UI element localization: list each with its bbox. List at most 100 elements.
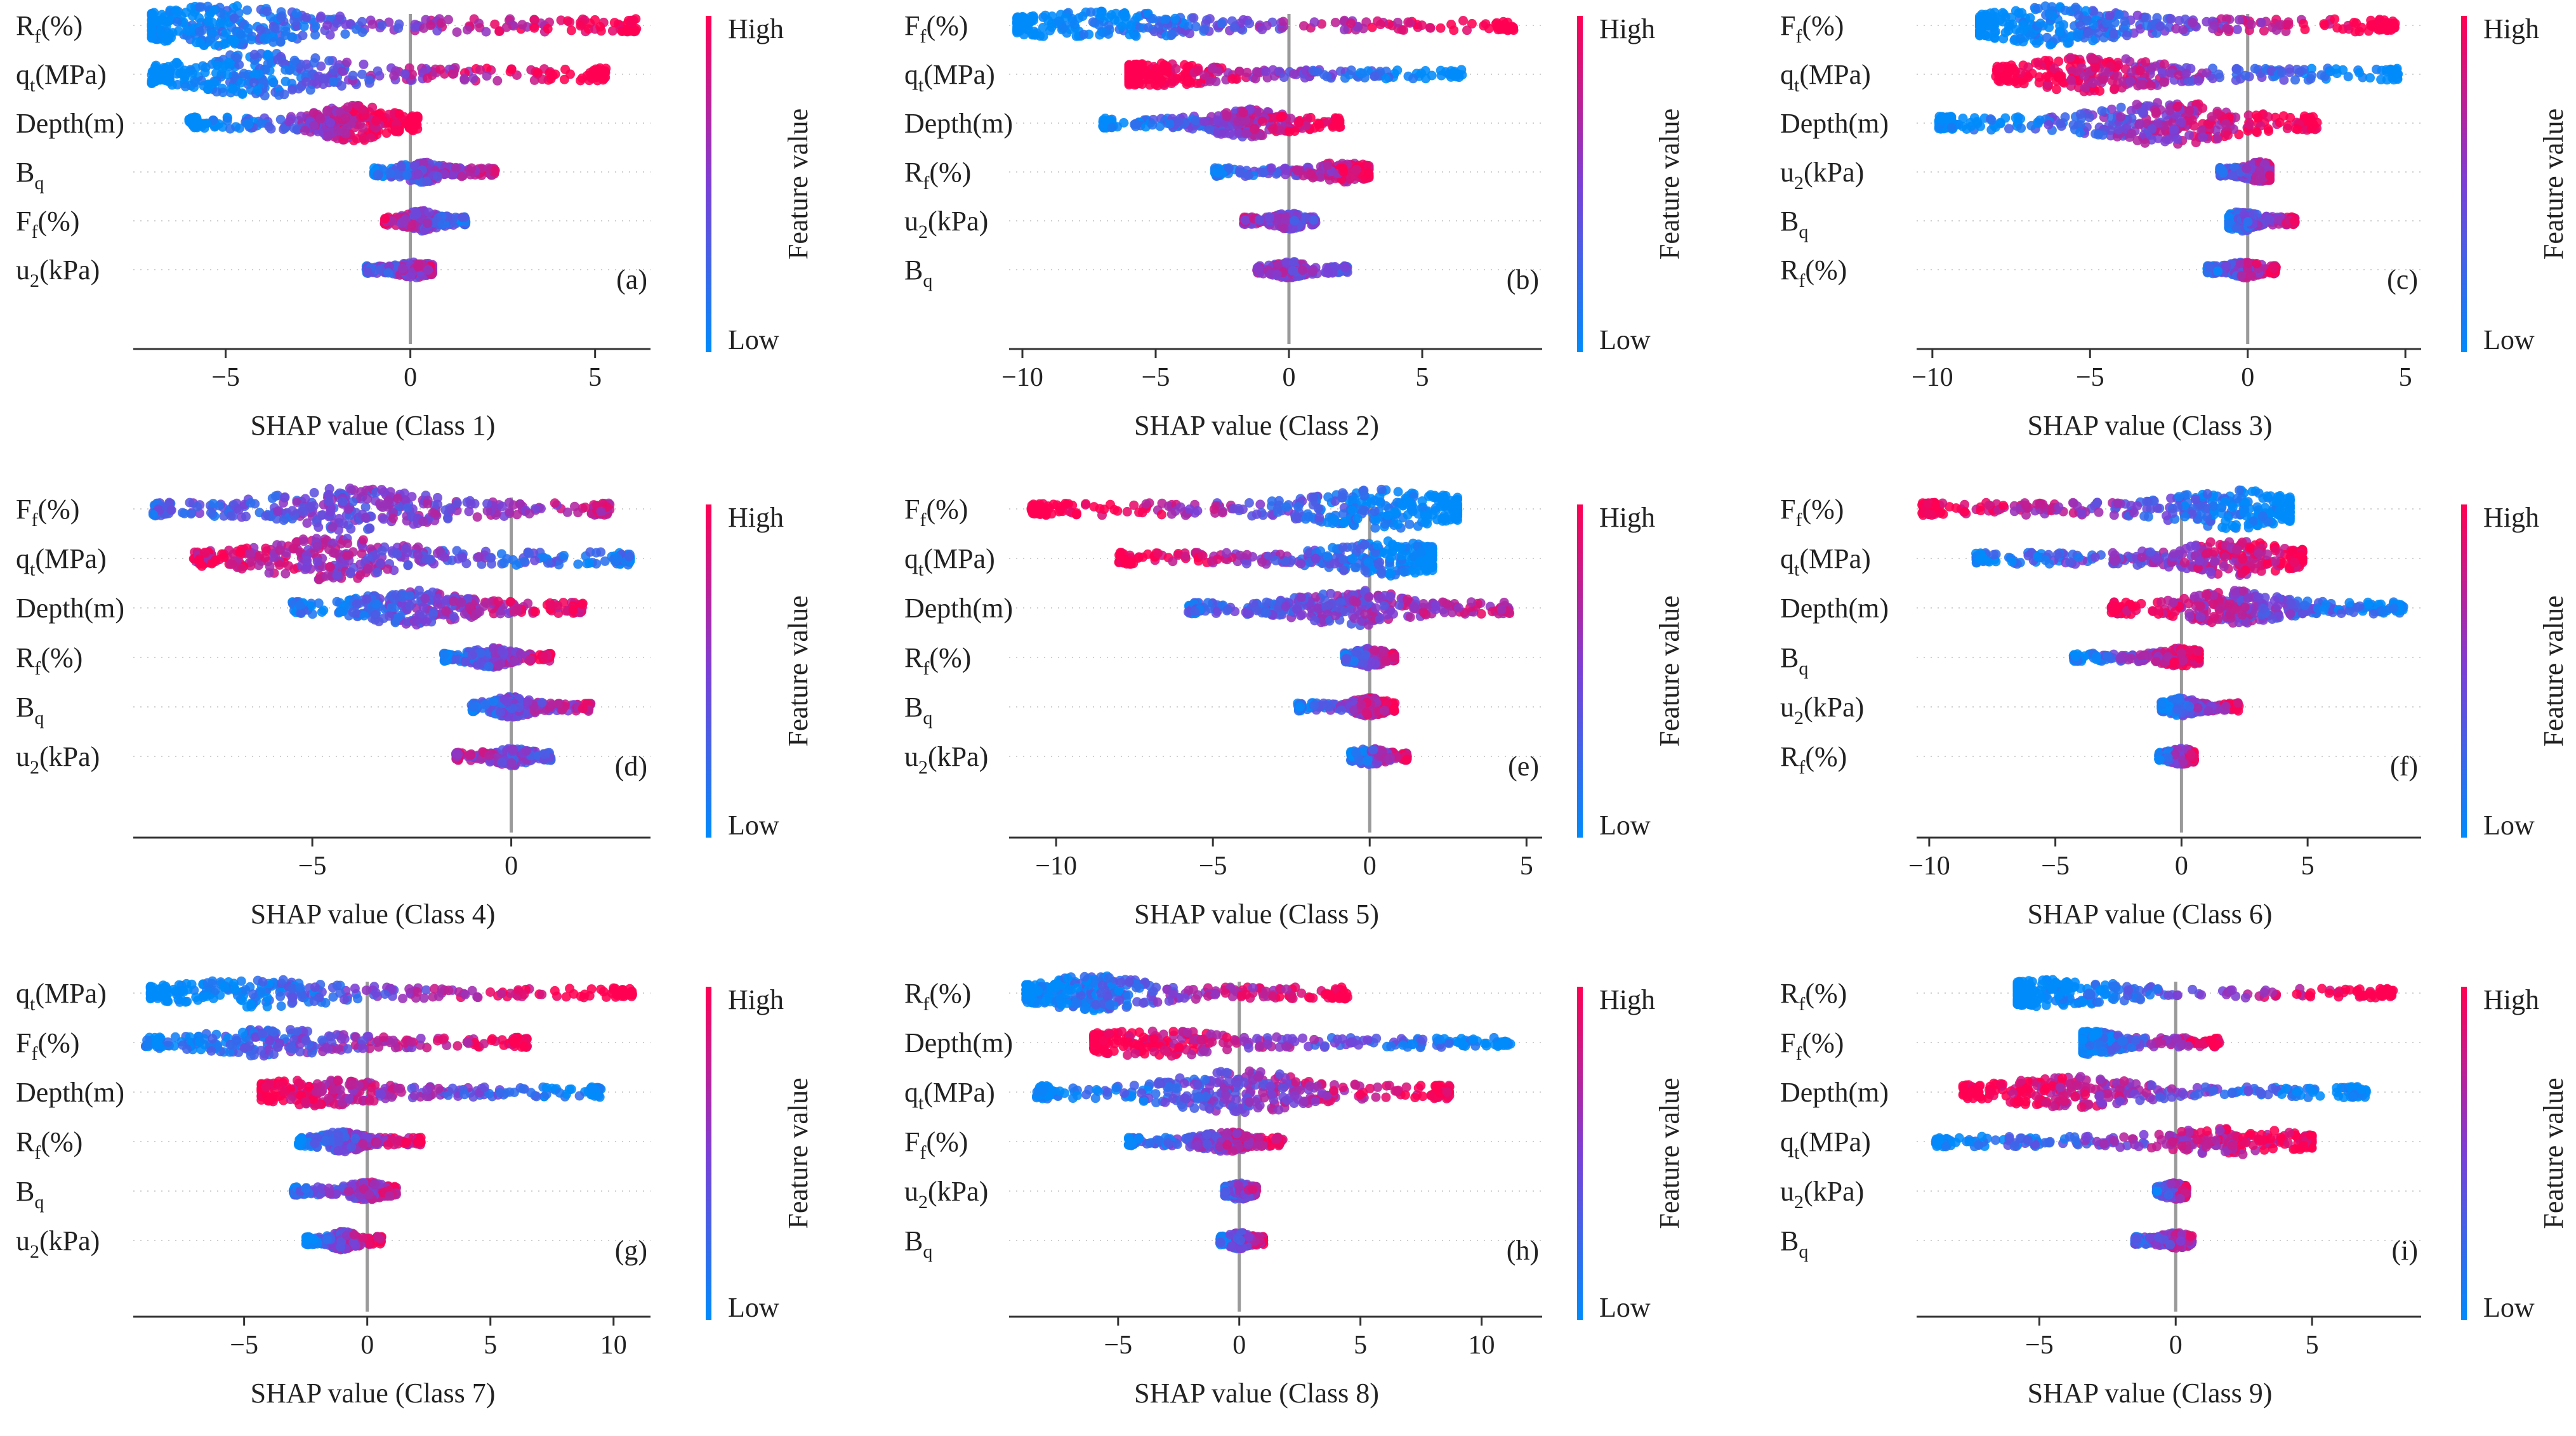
shap-point (451, 163, 461, 173)
feature-label-sub: q (1799, 221, 1808, 242)
feature-label-sub: f (31, 221, 37, 242)
shap-point (2265, 171, 2275, 180)
shap-point (1370, 72, 1379, 81)
feature-label-tail: (MPa) (923, 59, 994, 90)
shap-point (2170, 124, 2179, 134)
shap-point (481, 27, 491, 37)
shap-point (2147, 124, 2157, 134)
shap-point (335, 11, 345, 21)
shap-point (2114, 125, 2124, 135)
shap-point (1451, 72, 1461, 81)
feature-label-base: Depth(m) (904, 108, 1013, 139)
shap-point (2190, 121, 2199, 131)
shap-point (2349, 18, 2359, 27)
shap-point (190, 77, 200, 87)
shap-point (2241, 71, 2250, 81)
feature-label-base: Depth(m) (1780, 108, 1889, 139)
shap-point (1222, 111, 1232, 121)
shap-point (1987, 115, 1997, 125)
shap-point (311, 22, 320, 31)
shap-point (2159, 77, 2169, 87)
shap-point (2316, 70, 2326, 80)
shap-point (399, 218, 409, 228)
shap-point (1307, 267, 1317, 277)
shap-point (290, 56, 300, 65)
shap-point (1261, 67, 1271, 76)
shap-point (2076, 21, 2085, 30)
shap-point (1217, 18, 1226, 28)
shap-point (1104, 29, 1113, 39)
shap-point (1255, 215, 1264, 225)
shap-point (482, 71, 492, 81)
shap-point (2290, 75, 2300, 84)
x-tick-label: −10 (1001, 363, 1043, 392)
shap-point (492, 76, 502, 86)
shap-point (2117, 103, 2126, 112)
shap-point (2158, 69, 2167, 78)
feature-label-tail: (%) (41, 10, 83, 41)
x-axis-label: SHAP value (Class 3) (2028, 410, 2273, 441)
x-axis-label: SHAP value (Class 1) (251, 410, 496, 441)
shap-point (263, 50, 272, 60)
shap-point (467, 163, 477, 173)
shap-point (460, 213, 470, 222)
shap-point (1189, 13, 1198, 23)
shap-point (530, 15, 539, 25)
shap-point (1358, 69, 1368, 78)
shap-point (172, 58, 182, 67)
shap-point (1289, 257, 1298, 267)
shap-point (413, 124, 422, 134)
shap-point (1989, 22, 1998, 32)
shap-point (201, 63, 211, 72)
shap-point (2250, 64, 2260, 74)
beeswarm-Ff(%) (1975, 1, 2400, 49)
feature-label-base: u (16, 254, 30, 286)
shap-point (301, 13, 311, 22)
feature-label-base: R (904, 157, 923, 188)
beeswarm-u2(kPa) (1239, 209, 1320, 234)
shap-point (2110, 84, 2119, 94)
shap-point (2042, 33, 2052, 43)
shap-point (1458, 16, 1468, 25)
shap-point (2121, 54, 2130, 63)
shap-point (2109, 29, 2118, 39)
shap-point (1215, 167, 1225, 176)
beeswarm-Bq (369, 158, 500, 187)
feature-label: u2(kPa) (904, 206, 988, 242)
beeswarm-Depth(m) (184, 101, 422, 145)
shap-point (2198, 133, 2208, 142)
feature-label-base: B (1780, 206, 1799, 237)
beeswarm-Bq (1252, 257, 1352, 282)
feature-label: Ff(%) (904, 10, 968, 47)
shap-point (1331, 18, 1340, 27)
shap-point (2332, 23, 2342, 33)
feature-label-tail: (MPa) (35, 59, 106, 90)
shap-point (2166, 14, 2176, 23)
shap-point (2338, 65, 2348, 75)
shap-point (1279, 72, 1289, 82)
shap-point (1315, 122, 1324, 132)
shap-point (2107, 113, 2117, 122)
shap-point (629, 16, 638, 25)
shap-point (2032, 39, 2042, 48)
shap-point (191, 122, 201, 131)
shap-point (367, 103, 377, 112)
shap-point (2275, 118, 2285, 128)
feature-label-base: q (1780, 59, 1794, 90)
shap-point (2136, 79, 2145, 89)
beeswarm-qt(MPa) (1125, 58, 1467, 90)
colorbar-low-label: Low (1599, 324, 1651, 355)
feature-label-base: u (1780, 157, 1794, 188)
shap-point (2243, 258, 2253, 268)
shap-point (2076, 109, 2085, 119)
shap-point (2326, 67, 2335, 76)
shap-point (1205, 125, 1214, 135)
x-tick-label: −10 (1912, 363, 1953, 392)
shap-point (223, 116, 232, 126)
shap-point (2299, 19, 2308, 29)
shap-point (1257, 25, 1267, 34)
shap-point (1338, 167, 1348, 176)
x-tick-label: 5 (2399, 363, 2412, 392)
